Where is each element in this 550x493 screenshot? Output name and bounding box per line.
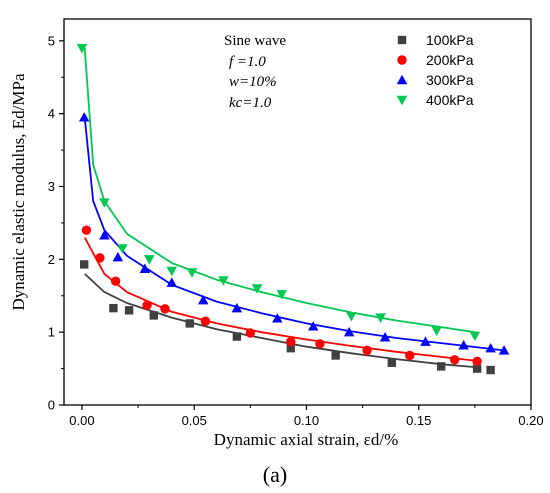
x-tick-label: 0.00	[69, 413, 94, 428]
x-tick-label: 0.05	[182, 413, 207, 428]
data-point	[231, 302, 243, 313]
data-point	[166, 266, 178, 277]
data-point	[420, 336, 431, 346]
annotation-line-4: kc=1.0	[229, 95, 272, 111]
series-400kpa	[76, 43, 481, 342]
data-point	[160, 304, 170, 314]
data-point	[245, 328, 256, 338]
data-point	[431, 326, 442, 336]
data-point	[99, 230, 110, 240]
y-axis-label: Dynamic elastic modulus, Ed/MPa	[9, 73, 28, 310]
data-point	[436, 362, 446, 371]
data-point	[331, 351, 340, 360]
legend-marker-300kpa	[396, 74, 408, 85]
y-tick-label: 0	[48, 398, 55, 413]
legend-marker-200kpa	[397, 55, 407, 65]
data-point	[81, 225, 92, 235]
y-tick-label: 1	[48, 325, 55, 340]
legend-label-100kpa: 100kPa	[426, 32, 474, 48]
data-point	[362, 345, 372, 356]
data-point	[286, 343, 295, 353]
x-tick-label: 0.10	[294, 413, 319, 428]
data-point	[458, 340, 469, 350]
annotation-line-2: f =1.0	[229, 54, 266, 70]
legend-marker-400kpa	[396, 95, 408, 106]
data-point	[472, 364, 482, 373]
legend-label-400kpa: 400kPa	[426, 92, 474, 108]
data-point	[307, 321, 319, 331]
data-point	[200, 316, 211, 326]
data-point	[112, 251, 124, 262]
legend-label-300kpa: 300kPa	[426, 72, 474, 88]
data-point	[166, 277, 178, 287]
data-markers	[76, 43, 510, 375]
series-100kpa	[80, 260, 495, 375]
data-point	[80, 260, 89, 269]
y-tick-label: 5	[48, 33, 55, 48]
data-point	[110, 276, 121, 286]
x-tick-label: 0.20	[518, 413, 543, 428]
legend: 100kPa 200kPa 300kPa 400kPa	[396, 32, 474, 108]
y-tick-label: 3	[48, 179, 55, 194]
data-point	[276, 290, 288, 300]
fit-curve-100kpa	[84, 273, 475, 368]
axis-ticks: 0.00 0.05 0.10 0.15 0.20 0 1 2 3 4 5	[48, 33, 544, 428]
data-point	[197, 294, 209, 305]
data-point	[95, 253, 105, 263]
x-axis-label: Dynamic axial strain, εd/%	[214, 430, 399, 449]
series-200kpa	[81, 225, 482, 367]
data-point	[498, 345, 510, 355]
data-point	[375, 313, 386, 323]
data-point	[99, 198, 110, 208]
series-300kpa	[78, 112, 510, 355]
data-point	[124, 306, 134, 315]
data-point	[472, 356, 482, 367]
fit-curve-300kpa	[83, 117, 505, 352]
data-point	[251, 284, 263, 294]
data-point	[218, 276, 229, 286]
data-point	[109, 303, 118, 313]
data-point	[117, 244, 128, 254]
data-point	[346, 311, 357, 322]
annotation-line-3: w=10%	[229, 74, 277, 90]
data-point	[469, 331, 481, 342]
y-tick-label: 2	[48, 252, 55, 267]
data-point	[449, 355, 460, 365]
legend-label-200kpa: 200kPa	[426, 52, 474, 68]
plot-border	[63, 18, 532, 406]
x-tick-label: 0.15	[406, 413, 431, 428]
data-point	[78, 112, 90, 122]
y-tick-label: 4	[48, 106, 55, 121]
data-point	[142, 300, 152, 310]
data-point	[315, 339, 325, 349]
data-point	[286, 336, 296, 347]
data-point	[185, 319, 194, 328]
data-point	[186, 268, 198, 278]
data-point	[272, 313, 283, 323]
data-point	[232, 332, 242, 341]
annotation-line-1: Sine wave	[224, 33, 286, 49]
data-point	[76, 43, 88, 54]
panel-label: (a)	[263, 462, 287, 487]
fit-curve-400kpa	[83, 48, 476, 334]
data-point	[379, 332, 391, 342]
data-point	[144, 255, 155, 265]
plot-frame	[63, 18, 532, 406]
data-point	[343, 326, 355, 337]
data-point	[149, 311, 159, 320]
data-point	[486, 365, 495, 375]
legend-marker-100kpa	[397, 35, 407, 45]
data-point	[387, 358, 396, 367]
data-point	[139, 263, 151, 274]
data-point	[405, 350, 415, 361]
data-point	[485, 342, 496, 353]
